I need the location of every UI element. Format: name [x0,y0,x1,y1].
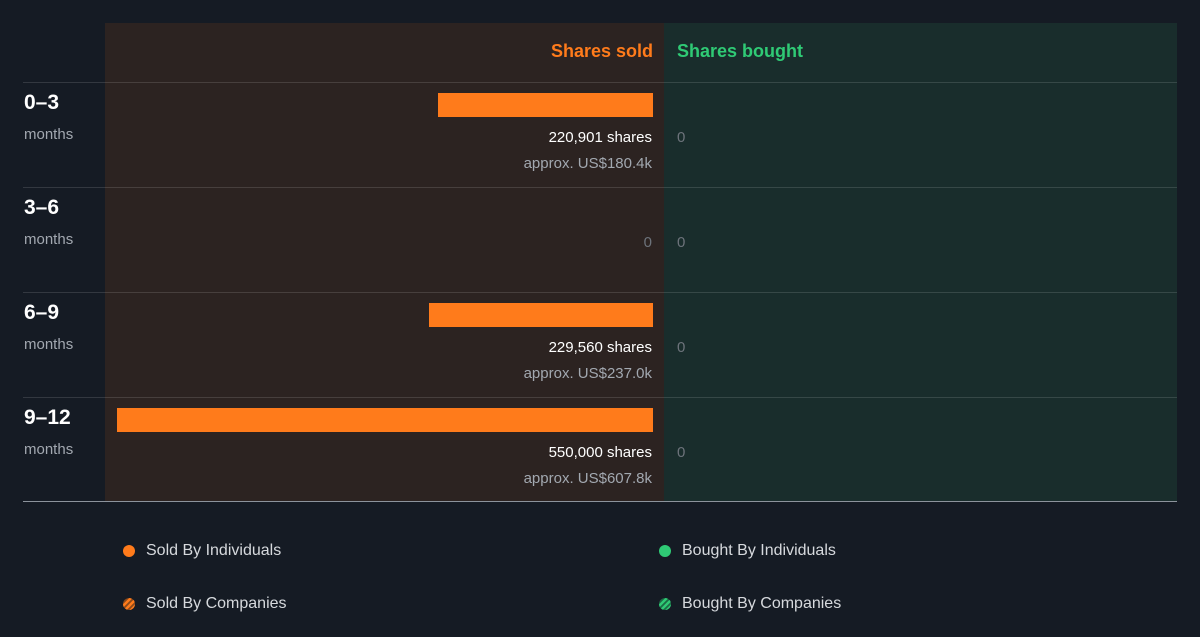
shares-sold-header: Shares sold [550,41,653,61]
period-label: 3–6 [24,196,60,219]
shares-bought-panel [664,23,1177,502]
period-unit: months [24,441,74,458]
legend-label: Sold By Individuals [146,542,282,559]
shares-sold-value: 550,000 shares [548,444,652,461]
legend-label: Bought By Individuals [682,542,836,559]
period-label: 9–12 [24,406,71,429]
period-label: 0–3 [24,91,60,114]
row-divider [23,292,1177,293]
sold-bar[interactable] [117,408,653,432]
period-unit: months [24,231,74,248]
row-divider [23,82,1177,83]
period-unit: months [24,336,74,353]
shares-sold-value: 229,560 shares [548,339,652,356]
legend-label: Sold By Companies [146,595,287,612]
shares-sold-usd: approx. US$237.0k [523,365,652,382]
shares-sold-value: 0 [643,234,652,251]
shares-bought-header: Shares bought [677,41,804,61]
period-unit: months [24,126,74,143]
shares-bought-value: 0 [677,444,686,461]
shares-sold-value: 220,901 shares [548,129,652,146]
baseline [23,501,1177,502]
row-divider [23,187,1177,188]
shares-sold-usd: approx. US$607.8k [523,470,652,487]
orange-striped-dot-icon [123,598,135,610]
green-dot-icon [659,545,671,557]
orange-dot-icon [123,545,135,557]
legend-label: Bought By Companies [682,595,842,612]
green-striped-dot-icon [659,598,671,610]
shares-bought-value: 0 [677,234,686,251]
shares-sold-usd: approx. US$180.4k [523,155,652,172]
row-divider [23,397,1177,398]
sold-bar[interactable] [438,93,653,117]
period-label: 6–9 [24,301,60,324]
shares-bought-value: 0 [677,129,686,146]
sold-bar[interactable] [429,303,653,327]
shares-bought-value: 0 [677,339,686,356]
